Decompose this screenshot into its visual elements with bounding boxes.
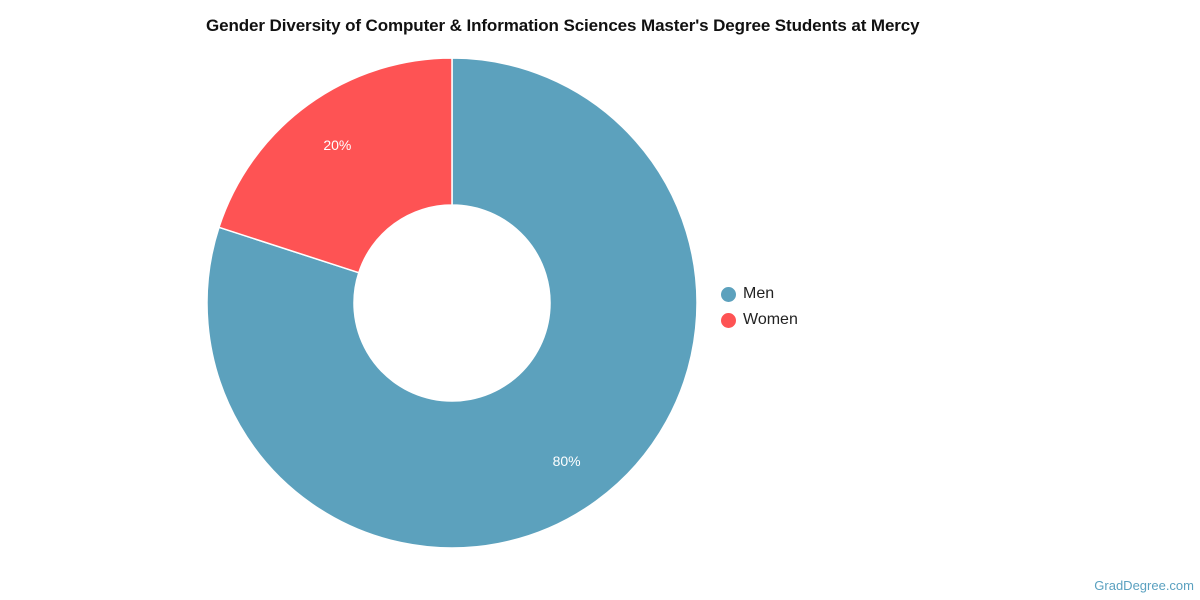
legend-item-men[interactable]: Men (721, 281, 798, 307)
slice-women[interactable] (218, 57, 453, 274)
chart-title: Gender Diversity of Computer & Informati… (206, 16, 920, 35)
legend-label-men: Men (743, 285, 775, 302)
legend: Men Women (721, 281, 798, 333)
slice-label-women: 20% (323, 137, 351, 153)
legend-swatch-women (721, 312, 736, 328)
legend-label-women: Women (743, 311, 798, 328)
watermark[interactable]: GradDegree.com (1094, 578, 1194, 593)
slice-label-men: 80% (553, 453, 581, 469)
slice-men[interactable] (206, 57, 698, 549)
legend-item-women[interactable]: Women (721, 307, 798, 333)
legend-swatch-men (721, 286, 736, 302)
